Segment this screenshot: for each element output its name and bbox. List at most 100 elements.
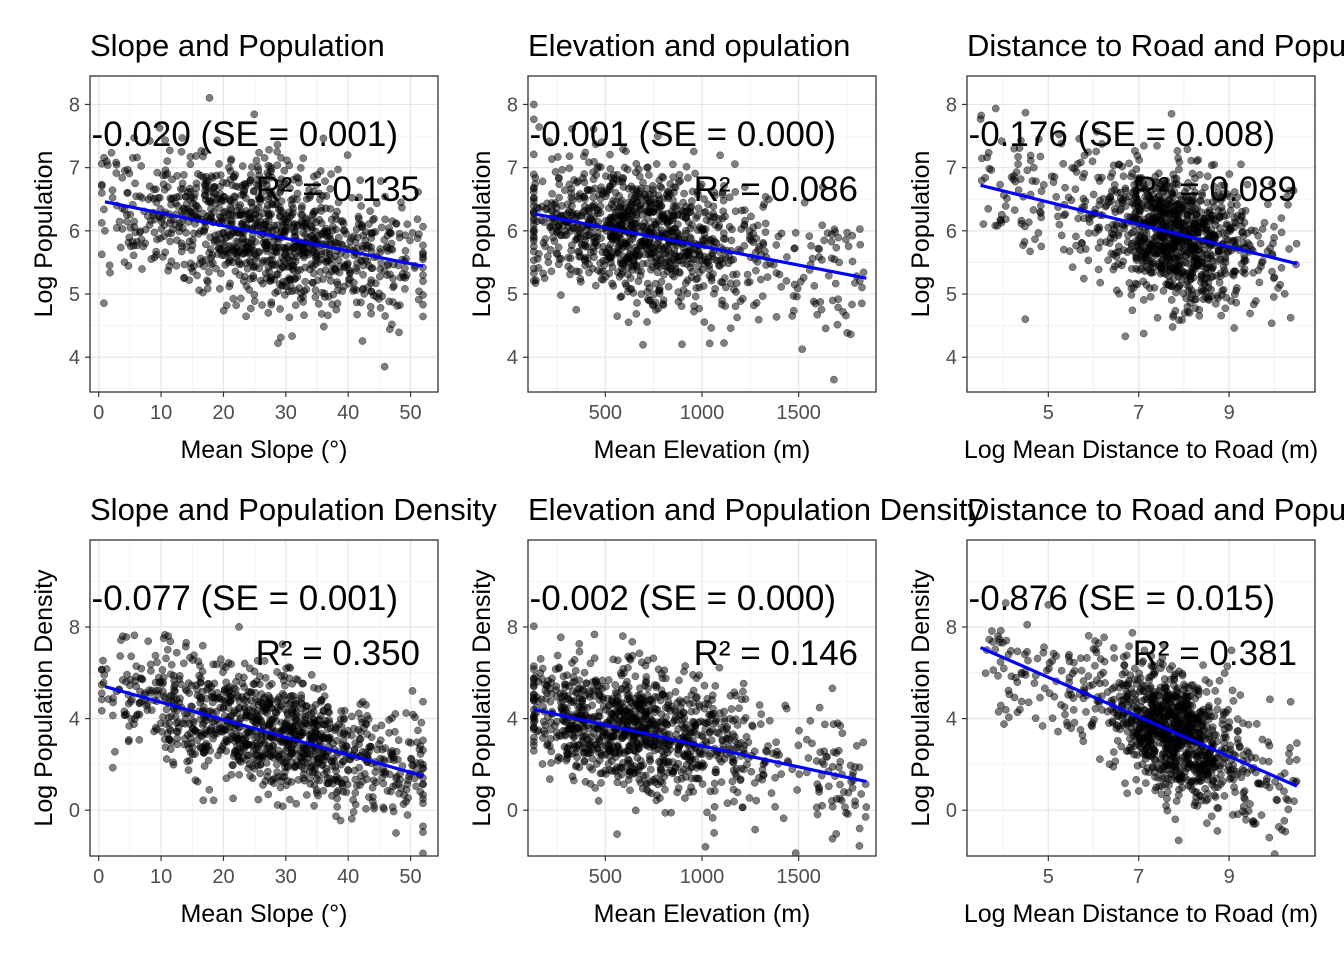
scatter-point — [1187, 228, 1195, 237]
scatter-point — [700, 681, 709, 690]
scatter-point — [270, 713, 279, 722]
scatter-point — [1102, 201, 1111, 210]
x-tick-label: 5 — [1043, 402, 1054, 424]
scatter-point — [246, 771, 254, 780]
scatter-point — [166, 745, 175, 753]
scatter-point — [127, 652, 136, 661]
scatter-point — [419, 277, 427, 286]
scatter-point — [669, 160, 677, 169]
scatter-point — [821, 324, 830, 333]
scatter-point — [1111, 262, 1119, 271]
scatter-point — [153, 235, 161, 244]
scatter-point — [186, 653, 194, 662]
scatter-point — [733, 313, 741, 322]
scatter-point — [659, 296, 668, 305]
scatter-point — [661, 258, 670, 267]
scatter-point — [276, 305, 284, 313]
scatter-point — [718, 214, 727, 223]
scatter-point — [589, 234, 598, 242]
scatter-point — [1149, 211, 1158, 220]
scatter-point — [580, 192, 588, 201]
scatter-point — [1232, 219, 1240, 227]
scatter-point — [700, 259, 709, 268]
scatter-point — [1232, 298, 1241, 307]
scatter-point — [355, 215, 363, 223]
scatter-point — [118, 225, 127, 233]
scatter-point — [212, 264, 220, 273]
scatter-point — [323, 227, 332, 236]
scatter-point — [544, 258, 553, 267]
scatter-point — [984, 204, 993, 213]
scatter-point — [651, 298, 660, 307]
scatter-point — [1097, 173, 1106, 182]
scatter-point — [824, 271, 833, 280]
scatter-point — [288, 679, 297, 688]
scatter-point — [347, 712, 356, 721]
scatter-point — [997, 137, 1006, 145]
scatter-point — [689, 255, 698, 264]
y-tick-label: 5 — [69, 284, 80, 306]
scatter-point — [200, 762, 209, 770]
scatter-point — [250, 764, 259, 773]
scatter-point — [356, 700, 365, 709]
scatter-point — [771, 773, 779, 782]
scatter-point — [638, 259, 647, 268]
scatter-point — [239, 277, 248, 285]
scatter-point — [229, 684, 238, 693]
scatter-point — [680, 189, 688, 198]
scatter-point — [814, 244, 822, 253]
scatter-point — [590, 253, 598, 262]
scatter-point — [1034, 135, 1043, 143]
scatter-point — [299, 298, 307, 306]
scatter-point — [340, 226, 349, 235]
scatter-point — [1052, 192, 1061, 201]
scatter-point — [1220, 266, 1229, 275]
scatter-point — [594, 162, 603, 171]
scatter-point — [782, 704, 791, 713]
scatter-point — [1034, 229, 1043, 237]
scatter-point — [336, 816, 345, 825]
scatter-point — [300, 776, 309, 785]
scatter-point — [817, 305, 826, 314]
scatter-point — [718, 255, 726, 263]
scatter-point — [131, 228, 140, 237]
scatter-point — [408, 229, 417, 237]
scatter-point — [1131, 147, 1139, 155]
y-tick-label: 6 — [946, 221, 957, 243]
scatter-point — [401, 285, 409, 293]
scatter-point — [294, 174, 303, 183]
scatter-point — [529, 150, 538, 159]
scatter-point — [993, 221, 1002, 230]
scatter-point — [135, 736, 144, 744]
scatter-point — [235, 770, 244, 779]
scatter-point — [180, 171, 188, 179]
scatter-point — [1175, 253, 1184, 261]
scatter-point — [589, 125, 598, 133]
scatter-point — [848, 300, 856, 309]
scatter-point — [728, 225, 736, 234]
scatter-point — [243, 247, 252, 255]
scatter-point — [1093, 127, 1101, 136]
scatter-point — [671, 224, 680, 233]
scatter-point — [616, 256, 625, 265]
scatter-point — [163, 645, 172, 654]
scatter-point — [131, 179, 139, 188]
scatter-point — [185, 184, 194, 193]
scatter-point — [211, 236, 219, 244]
scatter-point — [377, 223, 386, 232]
scatter-point — [242, 733, 251, 741]
scatter-point — [1096, 278, 1105, 287]
scatter-point — [301, 277, 310, 286]
scatter-point — [609, 282, 618, 290]
scatter-point — [1075, 134, 1084, 143]
scatter-point — [352, 781, 361, 790]
scatter-point — [276, 206, 285, 215]
scatter-point — [1119, 257, 1128, 266]
scatter-point — [319, 275, 327, 283]
scatter-point — [271, 260, 280, 269]
scatter-point — [855, 763, 864, 772]
scatter-point — [1225, 170, 1234, 178]
scatter-point — [193, 271, 201, 280]
scatter-point — [758, 292, 767, 301]
scatter-point — [585, 158, 593, 167]
